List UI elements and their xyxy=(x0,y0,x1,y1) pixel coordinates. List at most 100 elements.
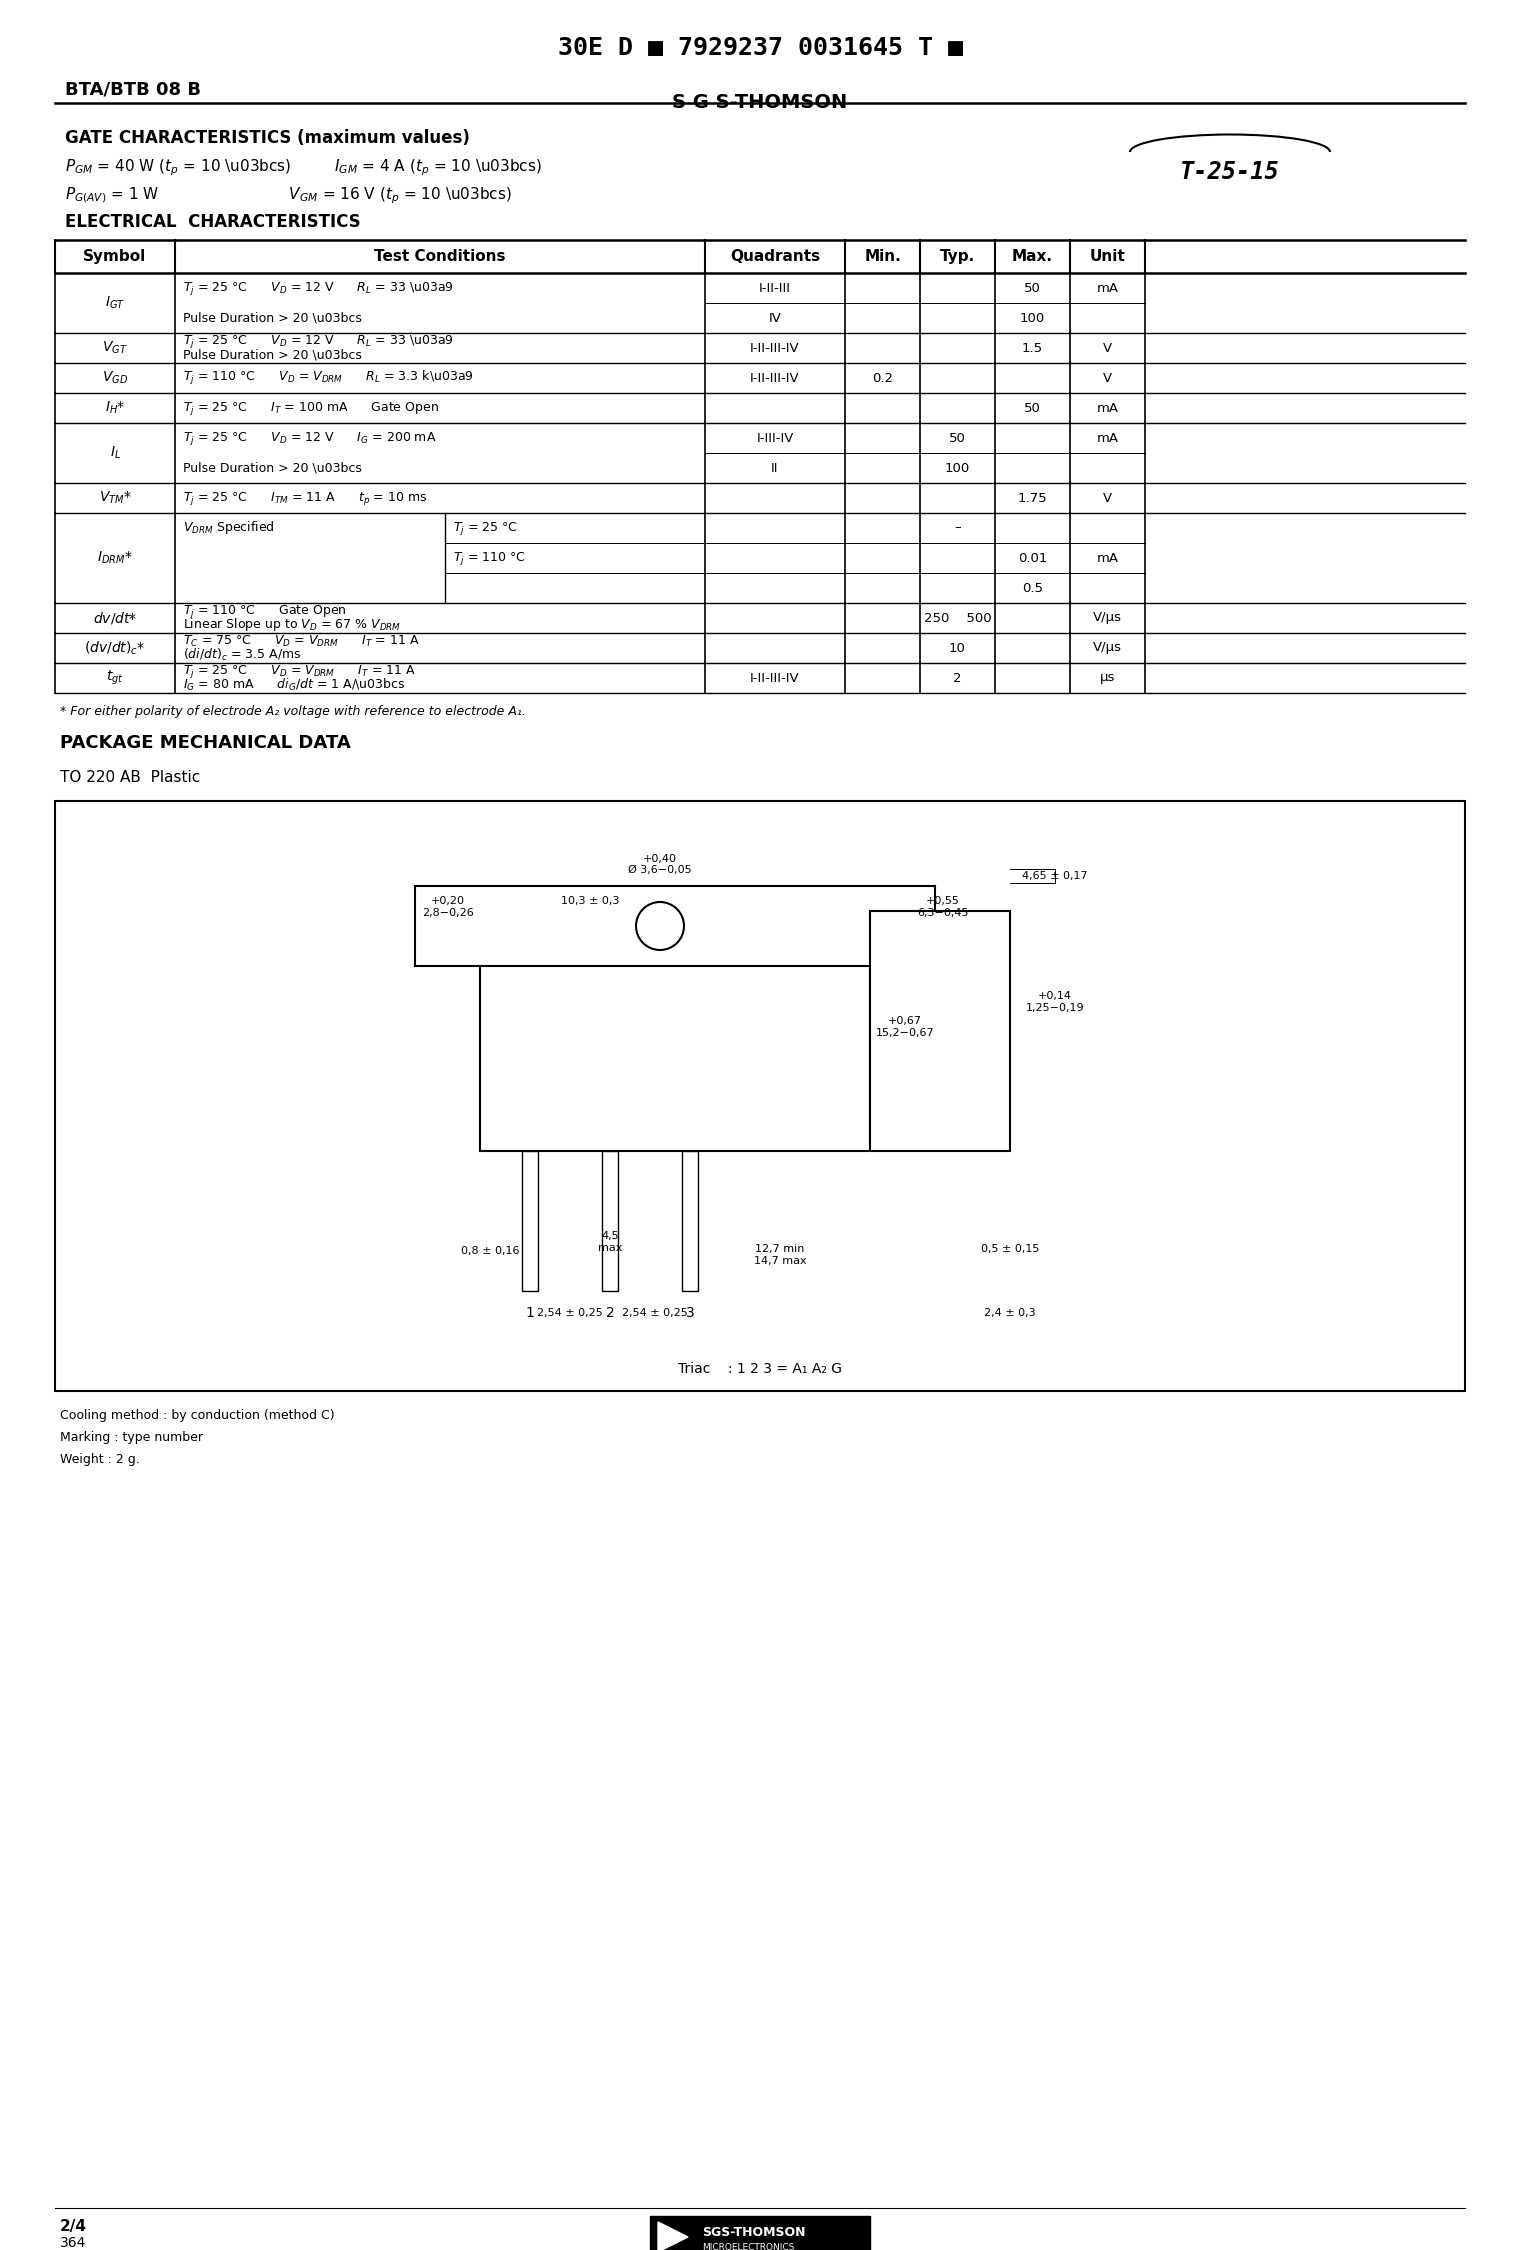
Text: SGS-THOMSON: SGS-THOMSON xyxy=(702,2225,806,2239)
Text: $T_j$ = 110 °C      $V_D$ = $V_{DRM}$      $R_L$ = 3.3 k\u03a9: $T_j$ = 110 °C $V_D$ = $V_{DRM}$ $R_L$ =… xyxy=(182,369,474,387)
Text: Cooling method : by conduction (method C): Cooling method : by conduction (method C… xyxy=(59,1408,334,1422)
Text: 2,54 ± 0,25: 2,54 ± 0,25 xyxy=(537,1307,603,1318)
Text: V/μs: V/μs xyxy=(1093,612,1122,626)
Text: $I_{GT}$: $I_{GT}$ xyxy=(105,295,125,310)
Text: Linear Slope up to $V_D$ = 67 % $V_{DRM}$: Linear Slope up to $V_D$ = 67 % $V_{DRM}… xyxy=(182,616,401,632)
Text: 50: 50 xyxy=(1024,281,1041,295)
Text: II: II xyxy=(771,461,778,475)
Text: Unit: Unit xyxy=(1090,250,1125,263)
Bar xyxy=(480,932,869,1152)
Text: 50: 50 xyxy=(948,432,965,446)
Text: I-III-IV: I-III-IV xyxy=(757,432,793,446)
Text: $V_{DRM}$ Specified: $V_{DRM}$ Specified xyxy=(182,520,275,536)
Text: 0.5: 0.5 xyxy=(1021,580,1043,594)
Text: 250    500: 250 500 xyxy=(924,612,991,626)
Text: 2: 2 xyxy=(605,1305,614,1321)
Text: Max.: Max. xyxy=(1012,250,1053,263)
Text: 0.01: 0.01 xyxy=(1018,551,1047,565)
Text: 3: 3 xyxy=(686,1305,695,1321)
Text: 100: 100 xyxy=(1020,310,1046,324)
Text: mA: mA xyxy=(1096,400,1119,414)
Text: 15,2−0,67: 15,2−0,67 xyxy=(876,1028,935,1037)
Text: $t_{gt}$: $t_{gt}$ xyxy=(106,668,123,686)
Text: 2: 2 xyxy=(953,670,962,684)
Text: μs: μs xyxy=(1100,670,1116,684)
Text: mA: mA xyxy=(1096,281,1119,295)
Text: 6,3−0,45: 6,3−0,45 xyxy=(917,909,968,918)
Text: max: max xyxy=(597,1242,622,1253)
Text: 1.75: 1.75 xyxy=(1018,490,1047,504)
Text: $T_j$ = 25 °C      $V_D$ = 12 V      $R_L$ = 33 \u03a9: $T_j$ = 25 °C $V_D$ = 12 V $R_L$ = 33 \u… xyxy=(182,333,454,351)
Text: Min.: Min. xyxy=(865,250,901,263)
Text: $T_j$ = 25 °C      $I_{TM}$ = 11 A      $t_p$ = 10 ms: $T_j$ = 25 °C $I_{TM}$ = 11 A $t_p$ = 10… xyxy=(182,490,427,506)
Text: V: V xyxy=(1104,342,1113,356)
Text: 0.2: 0.2 xyxy=(872,371,894,385)
Text: MICROELECTRONICS: MICROELECTRONICS xyxy=(702,2243,795,2250)
Text: 10: 10 xyxy=(948,641,965,655)
Text: 1.5: 1.5 xyxy=(1021,342,1043,356)
Text: Triac    : 1 2 3 = A₁ A₂ G: Triac : 1 2 3 = A₁ A₂ G xyxy=(678,1361,842,1377)
Text: $T_j$ = 110 °C      Gate Open: $T_j$ = 110 °C Gate Open xyxy=(182,603,347,621)
Text: I-II-III-IV: I-II-III-IV xyxy=(751,342,800,356)
Text: $I_H$*: $I_H$* xyxy=(105,400,125,416)
Text: +0,40: +0,40 xyxy=(643,855,676,864)
Text: * For either polarity of electrode A₂ voltage with reference to electrode A₁.: * For either polarity of electrode A₂ vo… xyxy=(59,704,526,718)
Text: $V_{GT}$: $V_{GT}$ xyxy=(102,340,128,356)
Text: 4,5: 4,5 xyxy=(602,1231,619,1242)
Text: $I_G$ = 80 mA      $di_G/dt$ = 1 A/\u03bcs: $I_G$ = 80 mA $di_G/dt$ = 1 A/\u03bcs xyxy=(182,677,404,693)
Text: $T_C$ = 75 °C      $V_D$ = $V_{DRM}$      $I_T$ = 11 A: $T_C$ = 75 °C $V_D$ = $V_{DRM}$ $I_T$ = … xyxy=(182,634,420,648)
Text: 2,4 ± 0,3: 2,4 ± 0,3 xyxy=(983,1307,1035,1318)
Text: $V_{GD}$: $V_{GD}$ xyxy=(102,369,128,387)
Text: Weight : 2 g.: Weight : 2 g. xyxy=(59,1454,140,1467)
Text: $T_j$ = 25 °C      $V_D$ = 12 V      $R_L$ = 33 \u03a9: $T_j$ = 25 °C $V_D$ = 12 V $R_L$ = 33 \u… xyxy=(182,279,454,297)
Text: $(dv/dt)_c$*: $(dv/dt)_c$* xyxy=(85,639,146,657)
Text: +0,20: +0,20 xyxy=(432,896,465,907)
Text: TO 220 AB  Plastic: TO 220 AB Plastic xyxy=(59,770,201,785)
Text: $T_j$ = 25 °C: $T_j$ = 25 °C xyxy=(453,520,518,536)
Text: +0,14: +0,14 xyxy=(1038,990,1072,1001)
Text: $I_{DRM}$*: $I_{DRM}$* xyxy=(97,549,132,567)
Text: T-25-15: T-25-15 xyxy=(1180,160,1280,184)
Text: PACKAGE MECHANICAL DATA: PACKAGE MECHANICAL DATA xyxy=(59,734,351,752)
Text: 1: 1 xyxy=(526,1305,535,1321)
Text: 2,54 ± 0,25: 2,54 ± 0,25 xyxy=(622,1307,689,1318)
Text: GATE CHARACTERISTICS (maximum values): GATE CHARACTERISTICS (maximum values) xyxy=(65,128,470,146)
Bar xyxy=(521,1152,538,1292)
Text: Ø 3,6−0,05: Ø 3,6−0,05 xyxy=(628,864,692,875)
Text: 364: 364 xyxy=(59,2236,87,2250)
Bar xyxy=(415,886,935,965)
Text: Symbol: Symbol xyxy=(84,250,146,263)
Text: $T_j$ = 25 °C      $V_D$ = $V_{DRM}$      $I_T$ = 11 A: $T_j$ = 25 °C $V_D$ = $V_{DRM}$ $I_T$ = … xyxy=(182,664,416,680)
Text: $(di/dt)_c$ = 3.5 A/ms: $(di/dt)_c$ = 3.5 A/ms xyxy=(182,646,301,664)
Text: Marking : type number: Marking : type number xyxy=(59,1431,204,1444)
Text: Typ.: Typ. xyxy=(939,250,976,263)
Text: V: V xyxy=(1104,490,1113,504)
Bar xyxy=(602,1152,619,1292)
Text: $T_j$ = 25 °C      $V_D$ = 12 V      $I_G$ = 200 mA: $T_j$ = 25 °C $V_D$ = 12 V $I_G$ = 200 m… xyxy=(182,430,436,446)
Text: Pulse Duration > 20 \u03bcs: Pulse Duration > 20 \u03bcs xyxy=(182,461,362,475)
Text: S G S-THOMSON: S G S-THOMSON xyxy=(672,94,848,112)
Text: 4,65 ± 0,17: 4,65 ± 0,17 xyxy=(1021,871,1088,882)
Text: 12,7 min: 12,7 min xyxy=(755,1244,804,1253)
Text: 0,8 ± 0,16: 0,8 ± 0,16 xyxy=(461,1246,520,1256)
Text: $I_L$: $I_L$ xyxy=(109,446,120,461)
Text: I-II-III-IV: I-II-III-IV xyxy=(751,371,800,385)
Text: 100: 100 xyxy=(945,461,970,475)
Text: V: V xyxy=(1104,371,1113,385)
Text: +0,67: +0,67 xyxy=(888,1017,923,1026)
Text: $P_{GM}$ = 40 W ($t_p$ = 10 \u03bcs)         $I_{GM}$ = 4 A ($t_p$ = 10 \u03bcs): $P_{GM}$ = 40 W ($t_p$ = 10 \u03bcs) $I_… xyxy=(65,158,541,178)
Text: $T_j$ = 110 °C: $T_j$ = 110 °C xyxy=(453,549,526,567)
Text: $T_j$ = 25 °C      $I_T$ = 100 mA      Gate Open: $T_j$ = 25 °C $I_T$ = 100 mA Gate Open xyxy=(182,400,439,416)
Bar xyxy=(869,911,1009,1152)
Circle shape xyxy=(635,902,684,949)
Text: 2,8−0,26: 2,8−0,26 xyxy=(423,909,474,918)
Text: –: – xyxy=(955,522,961,536)
Text: mA: mA xyxy=(1096,551,1119,565)
Text: 14,7 max: 14,7 max xyxy=(754,1256,806,1267)
Polygon shape xyxy=(658,2223,689,2250)
Text: IV: IV xyxy=(769,310,781,324)
Text: Pulse Duration > 20 \u03bcs: Pulse Duration > 20 \u03bcs xyxy=(182,310,362,324)
Text: ELECTRICAL  CHARACTERISTICS: ELECTRICAL CHARACTERISTICS xyxy=(65,214,360,232)
Text: I-II-III: I-II-III xyxy=(758,281,790,295)
Text: Pulse Duration > 20 \u03bcs: Pulse Duration > 20 \u03bcs xyxy=(182,349,362,360)
